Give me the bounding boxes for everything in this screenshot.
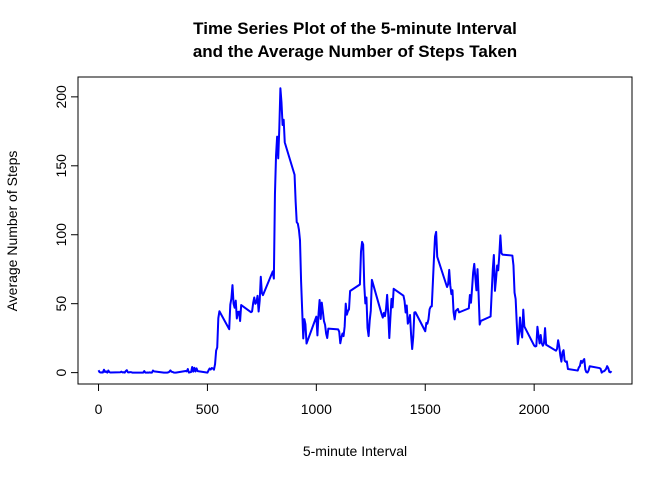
- x-tick-label: 2000: [519, 401, 550, 417]
- chart-title: Time Series Plot of the 5-minute Interva…: [193, 19, 517, 38]
- x-tick-label: 0: [95, 401, 103, 417]
- x-axis-label: 5-minute Interval: [303, 443, 407, 459]
- line: [97, 87, 613, 374]
- plot-box: [77, 76, 633, 385]
- y-tick-label: 0: [53, 369, 69, 377]
- y-tick-label: 150: [53, 154, 69, 178]
- y-axis-label: Average Number of Steps: [4, 151, 20, 312]
- y-tick-label: 200: [53, 85, 69, 109]
- chart-title: and the Average Number of Steps Taken: [193, 42, 517, 61]
- x-tick-label: 1500: [410, 401, 441, 417]
- y-tick-label: 100: [53, 223, 69, 247]
- x-tick-label: 1000: [301, 401, 332, 417]
- x-tick-label: 500: [196, 401, 220, 417]
- y-tick-label: 50: [53, 296, 69, 312]
